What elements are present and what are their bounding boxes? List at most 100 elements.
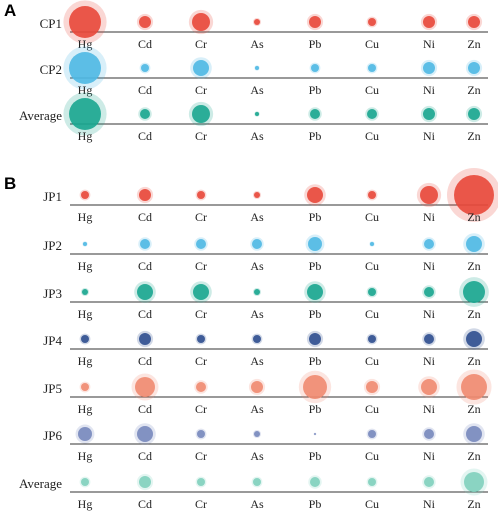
bubble-cd: [139, 476, 151, 488]
bubble-hg: [78, 427, 92, 441]
bubble-ni: [423, 62, 435, 74]
bubble-ni: [421, 379, 437, 395]
bubble-cd: [139, 333, 151, 345]
bubble-cr: [197, 478, 205, 486]
bubble-hg: [81, 335, 89, 343]
bubble-cu: [366, 381, 378, 393]
bubble-pb: [307, 187, 323, 203]
bubble-cr: [196, 239, 206, 249]
tick-label-pb: Pb: [309, 497, 322, 511]
tick-label-as: As: [250, 354, 264, 368]
bubble-cu: [368, 18, 376, 26]
tick-label-as: As: [250, 402, 264, 416]
tick-label-cd: Cd: [138, 402, 152, 416]
tick-label-cu: Cu: [365, 402, 379, 416]
bubble-pb: [308, 237, 322, 251]
tick-label-ni: Ni: [423, 129, 436, 143]
row-label: Average: [19, 108, 62, 123]
tick-label-pb: Pb: [309, 354, 322, 368]
tick-label-cd: Cd: [138, 354, 152, 368]
bubble-cr: [193, 60, 209, 76]
bubble-hg: [69, 6, 101, 38]
bubble-as: [255, 66, 259, 70]
row-average-panel-a: Average Hg Cd Cr As Pb Cu Ni Zn: [19, 92, 488, 143]
tick-label-as: As: [250, 259, 264, 273]
panel-label-a: A: [4, 1, 16, 20]
tick-label-ni: Ni: [423, 449, 436, 463]
tick-label-hg: Hg: [78, 37, 93, 51]
bubble-hg: [82, 289, 88, 295]
tick-label-zn: Zn: [467, 83, 480, 97]
tick-label-pb: Pb: [309, 210, 322, 224]
bubble-as: [254, 19, 260, 25]
bubble-cr: [197, 191, 205, 199]
bubble-as: [252, 239, 262, 249]
tick-label-zn: Zn: [467, 497, 480, 511]
tick-label-hg: Hg: [78, 497, 93, 511]
tick-label-cd: Cd: [138, 307, 152, 321]
tick-label-hg: Hg: [78, 449, 93, 463]
tick-label-cr: Cr: [195, 354, 207, 368]
tick-label-hg: Hg: [78, 307, 93, 321]
bubble-cu: [368, 64, 376, 72]
tick-label-cu: Cu: [365, 497, 379, 511]
bubble-cd: [140, 239, 150, 249]
bubble-pb: [307, 284, 323, 300]
tick-label-zn: Zn: [467, 402, 480, 416]
tick-label-cu: Cu: [365, 83, 379, 97]
row-label: JP4: [43, 333, 62, 348]
bubble-as: [254, 289, 260, 295]
tick-label-ni: Ni: [423, 307, 436, 321]
tick-label-cu: Cu: [365, 210, 379, 224]
bubble-ni: [423, 108, 435, 120]
tick-label-ni: Ni: [423, 259, 436, 273]
row-average-panel-b: Average Hg Cd Cr As Pb Cu Ni Zn: [19, 468, 488, 511]
tick-label-as: As: [250, 307, 264, 321]
tick-label-cr: Cr: [195, 83, 207, 97]
bubble-zn: [454, 175, 494, 215]
bubble-hg: [69, 98, 101, 130]
tick-label-cu: Cu: [365, 129, 379, 143]
row-cp2-panel-a: CP2 Hg Cd Cr As Pb Cu Ni Zn: [40, 46, 488, 97]
tick-label-hg: Hg: [78, 210, 93, 224]
bubble-cd: [139, 189, 151, 201]
tick-label-as: As: [250, 497, 264, 511]
bubble-ni: [423, 16, 435, 28]
tick-label-as: As: [250, 210, 264, 224]
tick-label-cd: Cd: [138, 83, 152, 97]
tick-label-cu: Cu: [365, 449, 379, 463]
bubble-zn: [466, 331, 482, 347]
bubble-pb: [303, 375, 327, 399]
tick-label-zn: Zn: [467, 354, 480, 368]
panel-label-b: B: [4, 174, 16, 193]
tick-label-as: As: [250, 83, 264, 97]
tick-label-ni: Ni: [423, 37, 436, 51]
bubble-hg: [81, 383, 89, 391]
tick-label-pb: Pb: [309, 37, 322, 51]
bubble-ni: [424, 239, 434, 249]
tick-label-ni: Ni: [423, 210, 436, 224]
tick-label-pb: Pb: [309, 259, 322, 273]
row-jp4-panel-b: JP4 Hg Cd Cr As Pb Cu Ni Zn: [43, 328, 488, 368]
bubble-cr: [193, 284, 209, 300]
tick-label-hg: Hg: [78, 129, 93, 143]
tick-label-zn: Zn: [467, 259, 480, 273]
bubble-cu: [368, 430, 376, 438]
tick-label-cd: Cd: [138, 449, 152, 463]
bubble-cr: [196, 382, 206, 392]
bubble-zn: [461, 374, 487, 400]
bubble-cu: [368, 335, 376, 343]
bubble-as: [253, 335, 261, 343]
tick-label-cr: Cr: [195, 259, 207, 273]
row-label: JP1: [43, 189, 62, 204]
row-label: JP6: [43, 428, 62, 443]
bubble-cu: [368, 191, 376, 199]
row-label: JP2: [43, 238, 62, 253]
tick-label-cr: Cr: [195, 307, 207, 321]
tick-label-zn: Zn: [467, 210, 480, 224]
row-label: JP3: [43, 286, 62, 301]
tick-label-zn: Zn: [467, 37, 480, 51]
bubble-zn: [468, 62, 480, 74]
tick-label-cu: Cu: [365, 37, 379, 51]
bubble-cu: [370, 242, 374, 246]
